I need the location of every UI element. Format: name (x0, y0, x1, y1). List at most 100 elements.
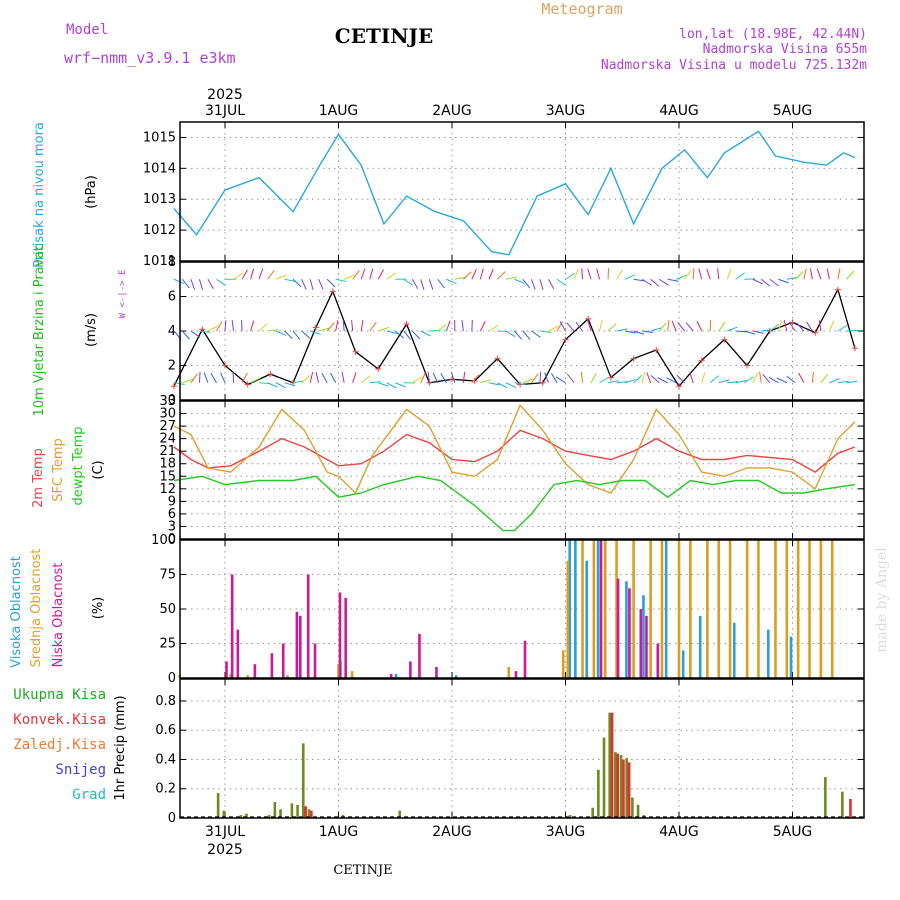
wind-arrow (293, 380, 305, 384)
wind-arrow (377, 269, 385, 280)
wind-arrow (216, 278, 226, 286)
wind-arrow (650, 374, 660, 384)
wind-arrow (352, 372, 357, 383)
series-line-1 (173, 130, 856, 256)
bar-1 (608, 712, 611, 818)
y-tick-label: 15 (159, 469, 176, 484)
wind-arrow (420, 330, 431, 337)
wind-arrow (641, 371, 646, 383)
wind-arrow (846, 270, 855, 280)
wind-arrow (760, 278, 771, 287)
wind-arrow (820, 373, 829, 384)
wind-arrow (395, 382, 406, 388)
wind-arrow (450, 372, 456, 383)
bar-1 (631, 797, 634, 818)
wind-arrow (437, 323, 447, 332)
wind-arrow (752, 330, 764, 334)
wind-arrow (596, 268, 601, 280)
wind-arrow (352, 270, 360, 280)
year-label-top: 2025 (207, 87, 243, 103)
lonlat-label: lon,lat (18.98E, 42.44N) (679, 27, 867, 42)
wind-arrow (250, 320, 255, 332)
bar-1 (698, 615, 702, 678)
bar-1 (767, 629, 770, 678)
bar-3 (409, 661, 412, 678)
wind-arrow (565, 272, 575, 280)
wind-arrow (284, 382, 296, 387)
x-tick-label-top: 31JUL (205, 103, 245, 119)
bar-1 (664, 540, 668, 678)
wind-arrow (762, 373, 771, 384)
wind-arrow (210, 372, 217, 384)
wind-arrow (685, 322, 694, 332)
precip-legend-freezing: Zaledj.Kisa (13, 737, 106, 753)
bar-1 (602, 737, 606, 818)
series-line-1 (173, 287, 856, 388)
bar-3 (298, 615, 302, 678)
wind-arrow (743, 376, 754, 384)
meteogram-label: Meteogram (541, 0, 622, 18)
wind-arrow (198, 371, 201, 383)
wind-marker (170, 383, 177, 390)
wind-arrow (241, 372, 248, 383)
wind-marker (494, 355, 501, 362)
wind-arrow (650, 278, 660, 287)
station-title: CETINJE (335, 24, 433, 48)
temp-legend-sfc: SFC Temp (51, 438, 66, 502)
bar-1 (841, 791, 844, 818)
x-tick-label-top: 4AUG (659, 103, 699, 119)
wind-arrow (360, 375, 371, 384)
wind-arrow (267, 270, 275, 280)
wind-arrow (420, 279, 425, 290)
wind-arrow (539, 330, 551, 333)
wind-arrow (330, 372, 337, 383)
series-line-3 (173, 475, 856, 532)
bar-3 (313, 643, 317, 678)
wind-arrow (514, 330, 523, 340)
wind-arrow (480, 379, 492, 384)
precip-legend-snow: Snijeg (55, 762, 106, 778)
bar-3 (306, 574, 310, 678)
wind-arrow (284, 330, 293, 340)
bar-1 (619, 755, 623, 818)
wind-arrow (292, 330, 301, 340)
wind-arrow (718, 379, 730, 384)
wind-arrow (461, 320, 464, 332)
bar-2 (757, 540, 760, 678)
bar-2 (808, 540, 811, 678)
y-tick-label: 6 (168, 507, 176, 522)
wind-arrow (326, 278, 336, 288)
elevation-label: Nadmorska Visina 655m (703, 42, 868, 57)
x-tick-label-bottom: 2AUG (432, 824, 472, 840)
wind-ylabel: (m/s) (84, 313, 99, 347)
bar-3 (418, 633, 421, 678)
wind-arrow (556, 321, 563, 332)
bar-2 (350, 671, 354, 678)
model-elevation-label: Nadmorska Visina u modelu 725.132m (601, 58, 867, 73)
y-tick-label: 9 (168, 494, 176, 509)
bar-3 (253, 664, 257, 678)
bar-1 (597, 769, 600, 818)
temp-legend-2m: 2m Temp (31, 448, 46, 508)
wind-arrow (624, 378, 636, 384)
bar-3 (344, 597, 347, 678)
wind-arrow (551, 372, 558, 384)
bar-2 (689, 540, 692, 678)
wind-arrow (607, 323, 617, 332)
wind-arrow (403, 330, 412, 340)
bar-1 (568, 540, 571, 678)
cloud-ylabel: (%) (91, 597, 106, 620)
x-tick-label-bottom: 5AUG (773, 824, 813, 840)
wind-arrow (522, 378, 534, 384)
wind-arrow (581, 268, 584, 280)
wind-arrow (514, 278, 525, 284)
wind-arrow (624, 330, 636, 334)
y-tick-label: 33 (159, 394, 176, 409)
wind-arrow (616, 381, 628, 384)
bar-2 (337, 664, 340, 678)
wind-arrow (182, 278, 190, 289)
wind-arrow (575, 321, 583, 332)
wind-arrow (479, 320, 486, 332)
wind-arrow (633, 330, 645, 335)
wind-arrow (462, 371, 466, 383)
